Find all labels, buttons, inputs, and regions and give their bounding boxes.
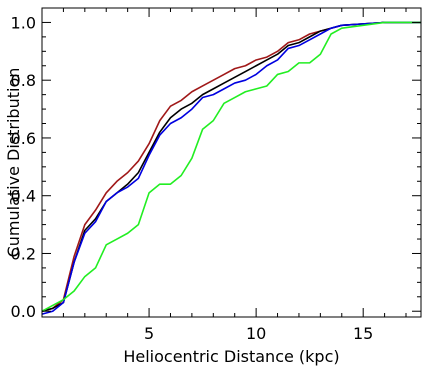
axes-layer: 5 10 15 0.0 0.2 0.4 0.6 0.8 1.0 [11, 7, 422, 343]
series-line-1 [41, 21, 421, 312]
y-tick-label: 1.0 [11, 13, 36, 32]
y-tick-label: 0.0 [11, 302, 36, 321]
x-tick-label: 10 [246, 324, 266, 343]
series-layer [41, 21, 421, 315]
y-axis-title: Cumulative Distribution [4, 68, 23, 258]
series-line-3 [41, 21, 421, 315]
y-tick-label: 0.8 [11, 71, 36, 90]
y-tick-label: 0.2 [11, 244, 36, 263]
series-line-2 [41, 21, 421, 312]
y-tick-label: 0.4 [11, 187, 36, 206]
x-axis-title: Heliocentric Distance (kpc) [123, 347, 339, 366]
x-tick-label: 5 [144, 324, 154, 343]
series-line-4 [41, 21, 421, 312]
y-tick-label: 0.6 [11, 129, 36, 148]
x-tick-label: 15 [353, 324, 373, 343]
plot-frame [41, 7, 422, 318]
